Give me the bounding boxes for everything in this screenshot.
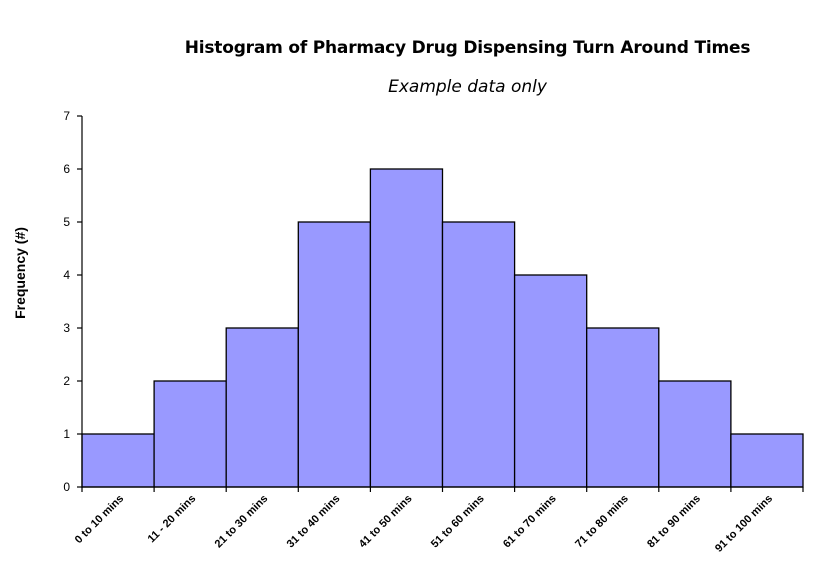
chart-subtitle: Example data only [388,77,547,97]
y-tick-label: 3 [63,321,70,335]
y-tick-label: 4 [63,268,70,282]
histogram-bar [369,168,444,488]
x-category-label: 91 to 100 mins [713,493,775,555]
histogram-bar [297,221,372,488]
x-category-label: 81 to 90 mins [645,493,703,551]
y-tick-label: 5 [63,215,70,229]
x-category-label: 71 to 80 mins [573,493,631,551]
x-category-label: 0 to 10 mins [73,493,126,546]
x-category-label: 31 to 40 mins [285,493,343,551]
chart-title: Histogram of Pharmacy Drug Dispensing Tu… [184,38,751,58]
histogram-bar [441,221,516,488]
histogram-bar [586,327,660,488]
x-category-label: 61 to 70 mins [501,493,559,551]
histogram-bar [730,433,804,488]
y-tick-label: 1 [63,427,70,441]
histogram-bar [513,274,588,488]
histogram-bar [225,327,299,488]
y-tick-label: 0 [63,480,70,494]
y-tick-label: 7 [63,109,70,123]
x-category-label: 41 to 50 mins [357,493,415,551]
histogram-bar [81,433,155,488]
y-tick-label: 6 [63,162,70,176]
y-tick-label: 2 [63,374,70,388]
x-category-label: 51 to 60 mins [429,493,487,551]
histogram-bar [153,380,227,488]
x-category-label: 11 - 20 mins [146,493,199,546]
x-category-label: 21 to 30 mins [213,493,271,551]
histogram-bar [658,380,732,488]
